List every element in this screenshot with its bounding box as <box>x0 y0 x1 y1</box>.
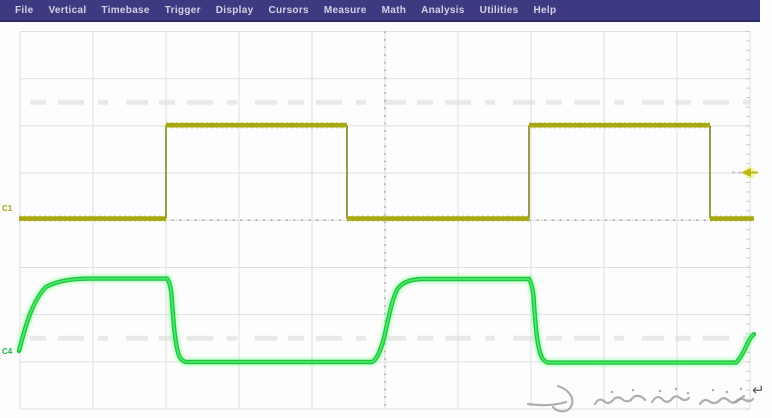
menu-item-measure[interactable]: Measure <box>323 4 367 16</box>
ch4-trace-bright <box>18 277 755 364</box>
menu-item-utilities[interactable]: Utilities <box>479 4 519 16</box>
ch4-trace <box>16 276 757 365</box>
menu-item-file[interactable]: File <box>15 4 34 16</box>
handwritten-scribble-dot <box>711 388 715 392</box>
handwritten-scribble-dot <box>658 389 662 393</box>
handwritten-scribble <box>593 394 647 406</box>
return-symbol: ↵ <box>752 382 765 399</box>
handwritten-scribble-dot <box>725 390 729 394</box>
channel-1-marker[interactable]: C1 <box>2 204 13 213</box>
menu-item-vertical[interactable]: Vertical <box>48 4 87 16</box>
menu-item-display[interactable]: Display <box>215 4 254 16</box>
handwritten-scribble-dot <box>686 391 690 395</box>
handwritten-scribble <box>551 384 574 413</box>
handwritten-scribble <box>733 397 755 404</box>
menu-bar: File Vertical Timebase Trigger Display C… <box>0 0 760 22</box>
handwritten-scribble-dot <box>631 388 635 392</box>
menu-item-math[interactable]: Math <box>381 4 407 16</box>
handwritten-scribble-dot <box>610 390 614 394</box>
handwritten-scribble <box>650 395 691 404</box>
handwritten-scribble-dot <box>739 387 743 391</box>
menu-item-help[interactable]: Help <box>533 4 557 16</box>
menu-item-timebase[interactable]: Timebase <box>101 4 150 16</box>
trigger-marker-icon <box>741 168 751 177</box>
handwritten-scribble-dot <box>674 387 678 391</box>
channel-4-marker[interactable]: C4 <box>2 347 13 356</box>
handwritten-scribble <box>526 400 568 407</box>
menu-item-trigger[interactable]: Trigger <box>164 4 201 16</box>
menu-item-analysis[interactable]: Analysis <box>421 4 465 16</box>
menu-item-cursors[interactable]: Cursors <box>268 4 309 16</box>
